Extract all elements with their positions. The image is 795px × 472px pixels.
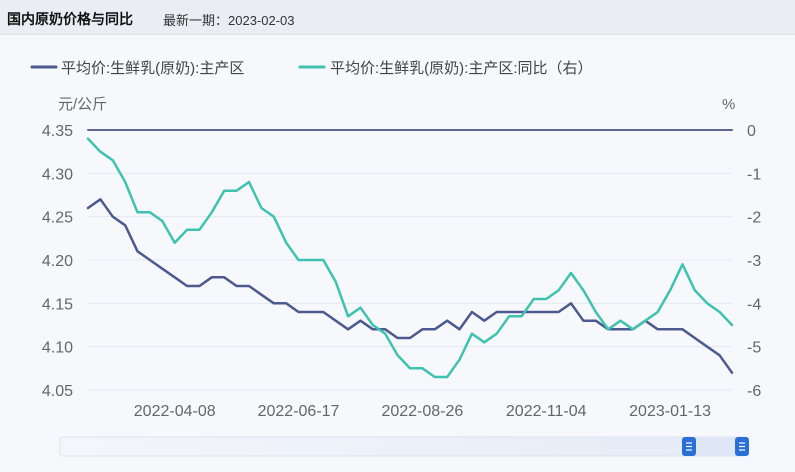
y-right-tick-label: -2 (747, 210, 761, 227)
price-series-line (86, 198, 734, 374)
x-tick-label: 2022-11-04 (506, 403, 587, 420)
legend-item-yoy[interactable]: 平均价:生鲜乳(原奶):主产区:同比（右） (298, 60, 593, 77)
left-axis-unit: 元/公斤 (58, 96, 107, 113)
x-axis: 2022-04-08 2022-06-17 2022-08-26 2022-11-04… (134, 403, 711, 420)
left-axis: 4.35 4.30 4.25 4.20 4.15 4.10 4.05 (42, 123, 73, 400)
y-left-tick-label: 4.10 (42, 340, 73, 357)
chart-header: 国内原奶价格与同比 最新一期：2023-02-03 (0, 0, 795, 35)
y-right-tick-label: -1 (747, 166, 761, 183)
slider-handle-left[interactable] (682, 437, 696, 456)
y-right-tick-label: -6 (747, 383, 761, 400)
y-left-tick-label: 4.25 (42, 210, 73, 227)
x-tick-label: 2022-08-26 (381, 403, 463, 420)
y-left-tick-label: 4.30 (42, 166, 73, 183)
range-slider[interactable] (59, 436, 749, 457)
x-tick-label: 2023-01-13 (629, 403, 711, 420)
slider-selected-range[interactable] (689, 437, 744, 456)
legend-label-price: 平均价:生鲜乳(原奶):主产区 (61, 60, 244, 77)
y-right-tick-label: -4 (747, 296, 761, 313)
y-right-tick-label: -5 (747, 340, 761, 357)
right-axis: 0 -1 -2 -3 -4 -5 -6 (747, 123, 761, 400)
legend-item-price[interactable]: 平均价:生鲜乳(原奶):主产区 (30, 60, 244, 77)
latest-period-label: 最新一期：2023-02-03 (163, 13, 295, 28)
dual-axis-line-chart: 平均价:生鲜乳(原奶):主产区 平均价:生鲜乳(原奶):主产区:同比（右） 元/… (30, 60, 761, 457)
slider-handle-right[interactable] (735, 437, 749, 456)
y-left-tick-label: 4.20 (42, 253, 73, 270)
y-left-tick-label: 4.35 (42, 123, 73, 140)
gridlines (88, 172, 732, 391)
y-right-tick-label: 0 (747, 123, 756, 140)
legend-label-yoy: 平均价:生鲜乳(原奶):主产区:同比（右） (330, 60, 593, 77)
x-tick-label: 2022-06-17 (258, 403, 340, 420)
right-axis-unit: % (722, 96, 735, 113)
legend: 平均价:生鲜乳(原奶):主产区 平均价:生鲜乳(原奶):主产区:同比（右） (30, 60, 593, 77)
x-tick-label: 2022-04-08 (134, 403, 216, 420)
yoy-series-line (86, 137, 734, 379)
y-left-tick-label: 4.05 (42, 383, 73, 400)
chart-title: 国内原奶价格与同比 (7, 11, 133, 27)
y-left-tick-label: 4.15 (42, 296, 73, 313)
slider-track[interactable] (59, 436, 749, 457)
plot-lines (86, 129, 734, 379)
y-right-tick-label: -3 (747, 253, 761, 270)
